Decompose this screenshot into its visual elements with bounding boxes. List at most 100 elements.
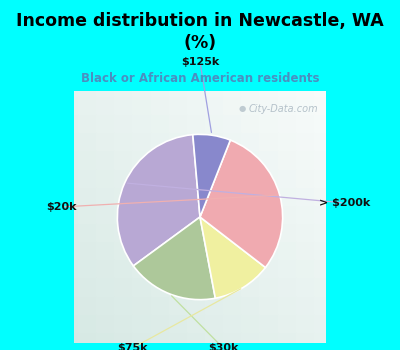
Bar	[114, 132, 132, 150]
Bar	[241, 187, 260, 205]
Bar	[350, 259, 368, 278]
Text: Black or African American residents: Black or African American residents	[81, 72, 319, 85]
Bar	[169, 332, 187, 350]
Bar	[278, 332, 296, 350]
Bar	[223, 169, 241, 187]
Bar	[60, 23, 78, 42]
Bar	[260, 78, 278, 96]
Bar	[296, 241, 314, 259]
Bar	[132, 150, 151, 169]
Bar	[114, 278, 132, 296]
Bar	[60, 150, 78, 169]
Bar	[78, 278, 96, 296]
Bar	[114, 296, 132, 314]
Bar	[78, 241, 96, 259]
Bar	[24, 223, 42, 241]
Bar	[205, 60, 223, 78]
Bar	[223, 60, 241, 78]
Bar	[169, 96, 187, 114]
Bar	[278, 278, 296, 296]
Bar	[223, 205, 241, 223]
Bar	[332, 23, 350, 42]
Bar	[368, 241, 386, 259]
Bar	[205, 96, 223, 114]
Bar	[332, 278, 350, 296]
Bar	[187, 296, 205, 314]
Bar	[132, 332, 151, 350]
Bar	[350, 296, 368, 314]
Bar	[24, 278, 42, 296]
Bar	[368, 96, 386, 114]
Bar	[314, 60, 332, 78]
Bar	[296, 23, 314, 42]
Bar	[296, 278, 314, 296]
Bar	[114, 114, 132, 132]
Bar	[350, 205, 368, 223]
Bar	[169, 78, 187, 96]
Bar	[205, 187, 223, 205]
Text: $20k: $20k	[47, 202, 77, 212]
Bar	[314, 223, 332, 241]
Bar	[151, 187, 169, 205]
Bar	[96, 314, 114, 332]
Bar	[278, 42, 296, 60]
Bar	[96, 96, 114, 114]
Bar	[42, 132, 60, 150]
Bar	[296, 169, 314, 187]
Bar	[187, 78, 205, 96]
Bar	[260, 314, 278, 332]
Bar	[42, 42, 60, 60]
Bar	[296, 150, 314, 169]
Bar	[278, 96, 296, 114]
Bar	[187, 150, 205, 169]
Bar	[169, 296, 187, 314]
Bar	[278, 314, 296, 332]
Bar	[368, 132, 386, 150]
Bar	[296, 42, 314, 60]
Bar	[60, 169, 78, 187]
Bar	[260, 332, 278, 350]
Bar	[296, 132, 314, 150]
Bar	[132, 60, 151, 78]
Bar	[260, 60, 278, 78]
Bar	[60, 132, 78, 150]
Bar	[114, 223, 132, 241]
Bar	[78, 114, 96, 132]
Bar	[132, 187, 151, 205]
Bar	[42, 332, 60, 350]
Bar	[151, 114, 169, 132]
Bar	[169, 278, 187, 296]
Bar	[132, 259, 151, 278]
Bar	[187, 241, 205, 259]
Bar	[278, 23, 296, 42]
Bar	[187, 132, 205, 150]
Bar	[350, 96, 368, 114]
Wedge shape	[133, 217, 215, 300]
Bar	[42, 314, 60, 332]
Bar	[278, 187, 296, 205]
Bar	[260, 96, 278, 114]
Bar	[132, 296, 151, 314]
Bar	[151, 296, 169, 314]
Bar	[296, 60, 314, 78]
Bar	[205, 332, 223, 350]
Bar	[60, 96, 78, 114]
Bar	[132, 169, 151, 187]
Bar	[24, 314, 42, 332]
Bar	[60, 241, 78, 259]
Bar	[314, 78, 332, 96]
Bar	[260, 132, 278, 150]
Bar	[278, 259, 296, 278]
Bar	[132, 278, 151, 296]
Bar	[24, 78, 42, 96]
Bar	[350, 78, 368, 96]
Bar	[350, 278, 368, 296]
Bar	[78, 96, 96, 114]
Bar	[205, 296, 223, 314]
Bar	[132, 205, 151, 223]
Bar	[296, 259, 314, 278]
Bar	[187, 114, 205, 132]
Bar	[241, 332, 260, 350]
Bar	[350, 241, 368, 259]
Bar	[260, 241, 278, 259]
